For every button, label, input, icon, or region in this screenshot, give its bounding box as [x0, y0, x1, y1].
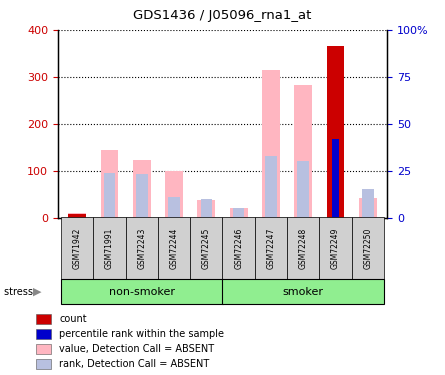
Text: percentile rank within the sample: percentile rank within the sample: [59, 329, 224, 339]
Bar: [297, 161, 309, 218]
Text: GSM71942: GSM71942: [73, 228, 82, 269]
Bar: [168, 197, 180, 217]
Bar: [362, 189, 373, 217]
Bar: [233, 208, 244, 218]
Bar: [262, 70, 280, 217]
Text: GSM72250: GSM72250: [363, 228, 372, 269]
Bar: [136, 174, 148, 217]
Text: GSM71991: GSM71991: [105, 228, 114, 269]
Bar: [158, 217, 190, 279]
Bar: [190, 217, 222, 279]
Bar: [61, 217, 93, 279]
Bar: [104, 172, 115, 217]
Bar: [359, 198, 376, 217]
Bar: [93, 217, 125, 279]
Bar: [201, 199, 212, 217]
Text: non-smoker: non-smoker: [109, 286, 175, 297]
Bar: [352, 217, 384, 279]
Bar: [36, 314, 51, 324]
Text: GSM72249: GSM72249: [331, 228, 340, 269]
Bar: [69, 213, 86, 217]
Text: rank, Detection Call = ABSENT: rank, Detection Call = ABSENT: [59, 359, 209, 369]
Bar: [230, 208, 247, 218]
Bar: [294, 85, 312, 218]
Bar: [327, 46, 344, 217]
Bar: [287, 217, 320, 279]
Bar: [222, 217, 255, 279]
Bar: [125, 217, 158, 279]
Bar: [61, 279, 222, 304]
Bar: [36, 359, 51, 369]
Bar: [133, 160, 151, 218]
Text: GDS1436 / J05096_rna1_at: GDS1436 / J05096_rna1_at: [134, 9, 312, 22]
Bar: [320, 217, 352, 279]
Bar: [265, 156, 277, 218]
Text: GSM72246: GSM72246: [234, 228, 243, 269]
Text: smoker: smoker: [283, 286, 324, 297]
Text: GSM72245: GSM72245: [202, 228, 211, 269]
Bar: [101, 150, 118, 217]
Bar: [165, 171, 183, 217]
Text: GSM72247: GSM72247: [267, 228, 275, 269]
Bar: [36, 344, 51, 354]
Bar: [36, 329, 51, 339]
Bar: [222, 279, 384, 304]
Bar: [332, 139, 339, 218]
Text: stress: stress: [4, 286, 36, 297]
Text: count: count: [59, 314, 87, 324]
Text: ▶: ▶: [33, 286, 42, 297]
Text: GSM72244: GSM72244: [170, 228, 178, 269]
Bar: [69, 214, 86, 217]
Text: value, Detection Call = ABSENT: value, Detection Call = ABSENT: [59, 344, 214, 354]
Bar: [255, 217, 287, 279]
Text: GSM72243: GSM72243: [138, 228, 146, 269]
Text: GSM72248: GSM72248: [299, 228, 307, 269]
Bar: [198, 200, 215, 217]
Bar: [72, 214, 83, 217]
